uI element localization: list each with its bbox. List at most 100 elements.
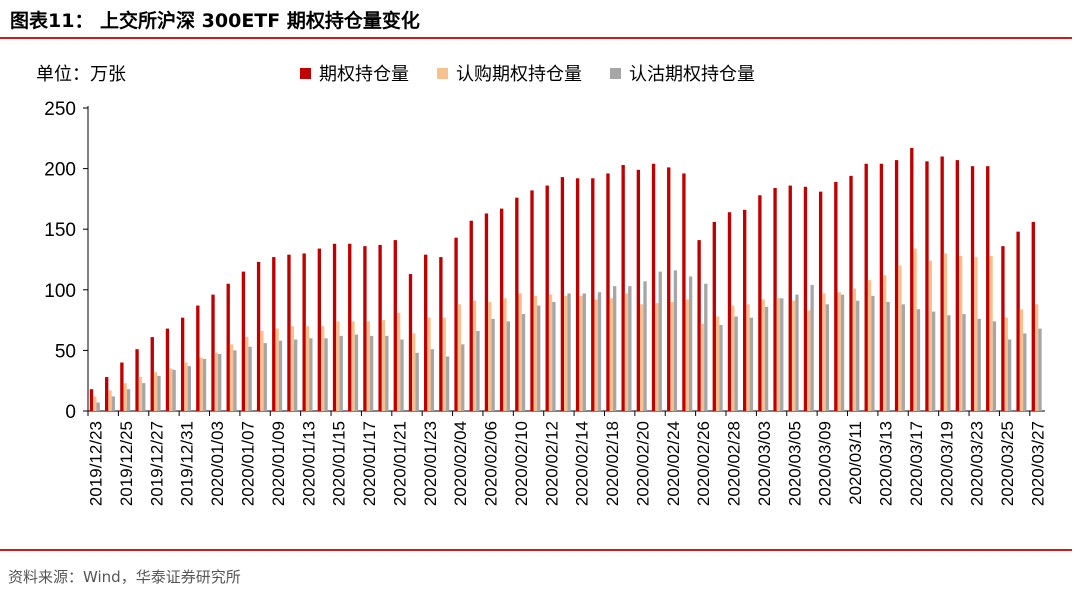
bar-put (780, 298, 784, 411)
bar-put (278, 340, 283, 411)
bar-call (943, 253, 948, 411)
bar-call (442, 317, 446, 411)
bar-put (643, 281, 647, 411)
bar-call (852, 288, 857, 411)
bar-call (594, 299, 598, 411)
bar-call (93, 396, 97, 411)
x-tick-label: 2020/02/18 (603, 421, 622, 506)
bar-total (363, 246, 367, 411)
bar-total (955, 160, 960, 411)
bar-total (484, 213, 489, 411)
bar-total (165, 328, 170, 411)
x-tick-label: 2020/02/24 (664, 421, 683, 506)
bottom-divider (0, 549, 1072, 551)
bar-total (150, 337, 154, 411)
bar-put (977, 318, 981, 411)
x-tick-label: 2020/01/07 (239, 421, 258, 506)
x-tick-label: 2020/02/26 (694, 421, 713, 506)
bar-call (989, 255, 993, 411)
x-tick-label: 2019/12/31 (178, 421, 197, 506)
bar-call (776, 298, 781, 411)
bar-call (791, 300, 796, 411)
bar-total (196, 305, 200, 411)
bar-call (974, 257, 978, 411)
bar-total (803, 186, 808, 411)
x-tick-label: 2019/12/25 (117, 421, 136, 506)
x-tick-label: 2020/01/13 (299, 421, 318, 506)
bar-call (746, 304, 750, 411)
source-note: 资料来源：Wind，华泰证券研究所 (8, 568, 241, 586)
bar-call (761, 299, 765, 411)
bar-put (673, 270, 678, 411)
bar-put (233, 350, 237, 411)
bar-total (712, 221, 716, 411)
bar-total (256, 261, 261, 411)
bar-put (597, 292, 602, 411)
unit-label: 单位：万张 (36, 64, 126, 85)
bar-put (157, 375, 161, 411)
bar-total (591, 178, 595, 411)
bar-put (658, 271, 662, 411)
bar-total (135, 349, 139, 411)
bar-call (1034, 304, 1039, 411)
bar-total (925, 161, 929, 411)
legend-item-call: 认购期权持仓量 (437, 60, 582, 86)
bar-total (910, 147, 914, 411)
x-tick-label: 2020/03/27 (1028, 421, 1047, 506)
x-tick-label: 2019/12/27 (147, 421, 166, 506)
bar-total (378, 244, 382, 411)
bar-call (700, 323, 705, 411)
bar-put (871, 295, 875, 411)
bar-call (457, 304, 462, 411)
x-tick-label: 2020/03/23 (968, 421, 987, 506)
bar-call (913, 248, 917, 411)
bar-call (245, 337, 249, 411)
bar-total (424, 254, 428, 411)
bar-put (172, 369, 176, 411)
x-tick-label: 2020/02/20 (633, 421, 652, 506)
bar-total (970, 166, 975, 411)
bar-put (385, 335, 389, 411)
bar-call (366, 321, 370, 411)
bar-put (916, 309, 921, 411)
bar-put (962, 314, 966, 411)
bar-total (530, 190, 534, 411)
bar-total (849, 175, 853, 411)
bar-call (807, 310, 811, 411)
bar-put (749, 317, 754, 411)
bar-call (928, 260, 932, 411)
bar-put (126, 389, 131, 411)
bar-call (883, 275, 887, 411)
bar-total (332, 243, 337, 411)
bar-call (336, 321, 340, 411)
y-tick-label: 250 (44, 99, 76, 120)
bar-call (1004, 317, 1008, 411)
bar-put (202, 358, 207, 411)
x-tick-label: 2020/02/14 (573, 421, 592, 506)
bar-total (727, 212, 732, 411)
bar-total (393, 240, 397, 411)
bar-total (758, 195, 762, 411)
legend-swatch-put (610, 67, 621, 79)
bar-put (187, 366, 191, 411)
bar-call (351, 321, 355, 411)
bar-put (886, 301, 890, 411)
bar-call (959, 255, 963, 411)
bar-call (108, 390, 112, 411)
bar-call (275, 328, 279, 411)
bar-put (688, 276, 693, 411)
bar-total (302, 253, 306, 411)
bar-total (89, 389, 94, 411)
bar-call (123, 383, 127, 411)
bar-put (537, 305, 541, 411)
x-tick-label: 2020/02/28 (725, 421, 744, 506)
bar-put (901, 304, 905, 411)
bar-call (427, 317, 431, 411)
bar-put (248, 346, 252, 411)
x-tick-label: 2020/03/19 (937, 421, 956, 506)
bar-call (396, 312, 401, 411)
legend-label-total: 期权持仓量 (319, 64, 409, 85)
bar-total (515, 197, 519, 411)
legend: 期权持仓量 认购期权持仓量 认沽期权持仓量 (300, 60, 755, 86)
bar-put (111, 396, 116, 411)
